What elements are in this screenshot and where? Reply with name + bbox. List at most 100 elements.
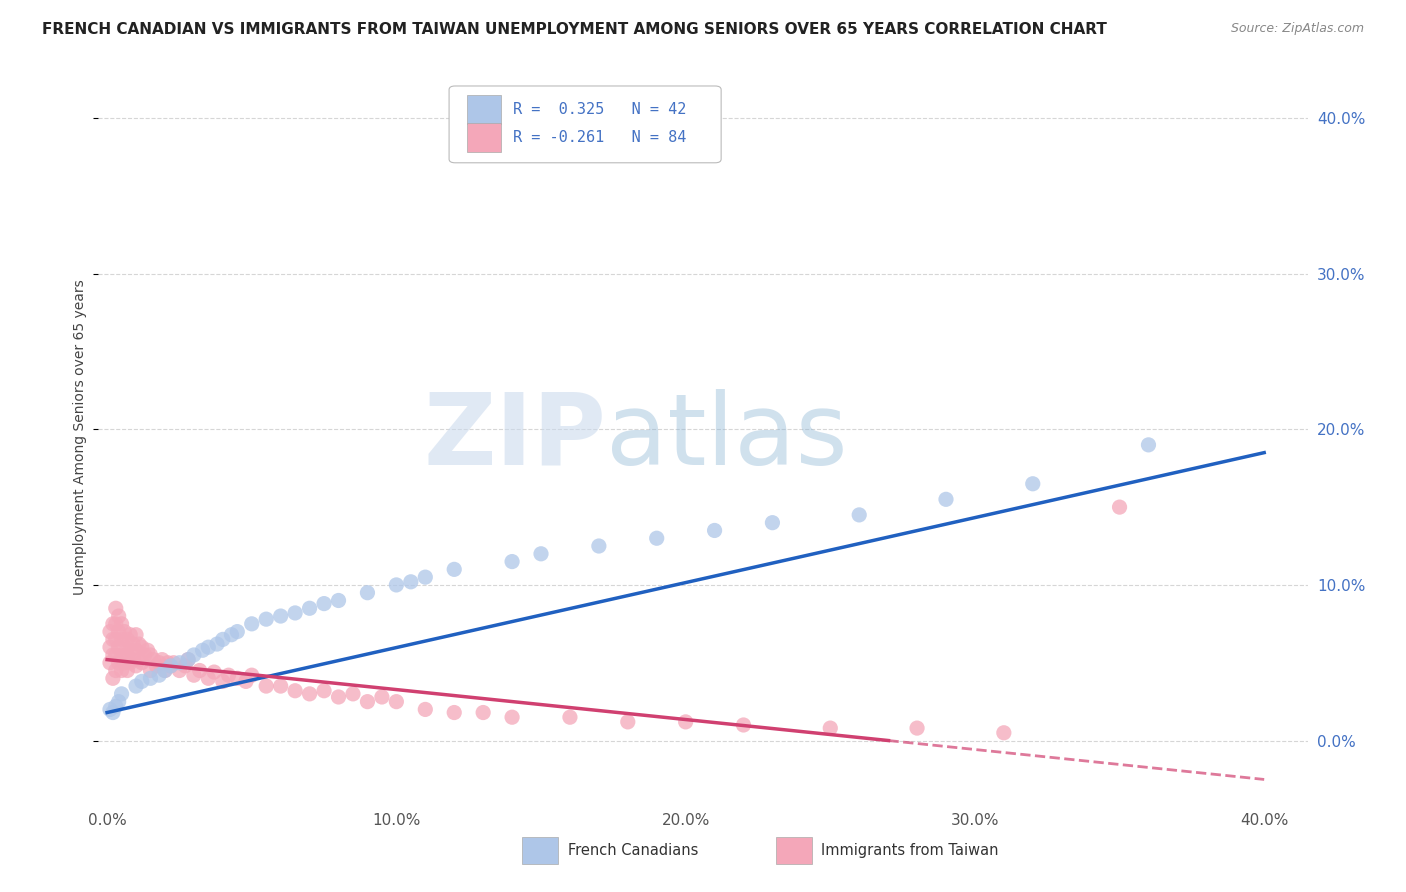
Point [107,609,129,624]
Point [104,648,127,662]
Point [191,643,214,657]
Point [117,632,139,647]
Point [153,664,176,678]
Point [1137,438,1160,452]
Point [101,616,124,631]
Point [501,710,523,724]
Point [107,695,129,709]
Point [226,624,249,639]
Point [159,658,181,673]
Point [298,687,321,701]
Text: ZIP: ZIP [423,389,606,485]
Point [993,725,1015,739]
Point [150,652,173,666]
Point [120,628,142,642]
Point [588,539,610,553]
Point [104,632,127,647]
Point [169,664,191,678]
Point [371,690,394,704]
Point [312,683,335,698]
Text: Source: ZipAtlas.com: Source: ZipAtlas.com [1230,22,1364,36]
Point [328,690,350,704]
Point [98,624,121,639]
Point [197,640,219,655]
Point [101,632,124,647]
Point [645,531,668,545]
Point [169,656,191,670]
Point [211,674,233,689]
Point [156,656,179,670]
Point [703,524,725,538]
Point [413,570,436,584]
Point [110,632,132,647]
Text: Immigrants from Taiwan: Immigrants from Taiwan [821,843,1000,858]
Point [142,652,165,666]
Point [177,652,200,666]
Point [139,671,162,685]
FancyBboxPatch shape [522,838,558,863]
Point [162,656,184,670]
Point [530,547,553,561]
Point [159,658,181,673]
Point [905,721,928,735]
Text: French Canadians: French Canadians [568,843,697,858]
Point [188,664,211,678]
Point [110,616,132,631]
FancyBboxPatch shape [467,122,501,152]
Point [218,668,240,682]
Point [298,601,321,615]
Point [120,643,142,657]
Point [270,609,292,624]
Point [122,637,145,651]
Point [183,668,205,682]
Point [820,721,842,735]
Point [935,492,957,507]
Point [385,578,408,592]
Point [110,664,132,678]
Point [125,628,148,642]
Point [197,671,219,685]
Point [153,664,176,678]
Point [177,652,200,666]
Point [240,668,263,682]
Point [145,658,167,673]
Point [205,637,228,651]
Point [131,674,153,689]
Point [148,656,170,670]
Point [128,652,150,666]
Point [125,658,148,673]
Point [139,648,162,662]
Point [174,658,197,673]
Point [848,508,870,522]
Point [117,648,139,662]
Point [148,668,170,682]
Point [270,679,292,693]
Point [356,585,378,599]
FancyBboxPatch shape [449,86,721,163]
Point [202,665,225,679]
Point [558,710,581,724]
Point [98,640,121,655]
Point [107,640,129,655]
Point [312,597,335,611]
Point [675,714,697,729]
Text: R =  0.325   N = 42: R = 0.325 N = 42 [513,102,686,117]
Point [240,616,263,631]
Point [110,648,132,662]
Point [221,628,243,642]
Point [617,714,640,729]
Point [183,648,205,662]
Point [125,643,148,657]
Point [211,632,233,647]
Point [114,640,136,655]
Point [125,679,148,693]
Point [128,637,150,651]
Point [110,687,132,701]
Point [136,643,159,657]
Point [107,656,129,670]
Point [443,562,465,576]
Point [413,702,436,716]
Point [104,616,127,631]
Point [342,687,364,701]
Point [284,683,307,698]
